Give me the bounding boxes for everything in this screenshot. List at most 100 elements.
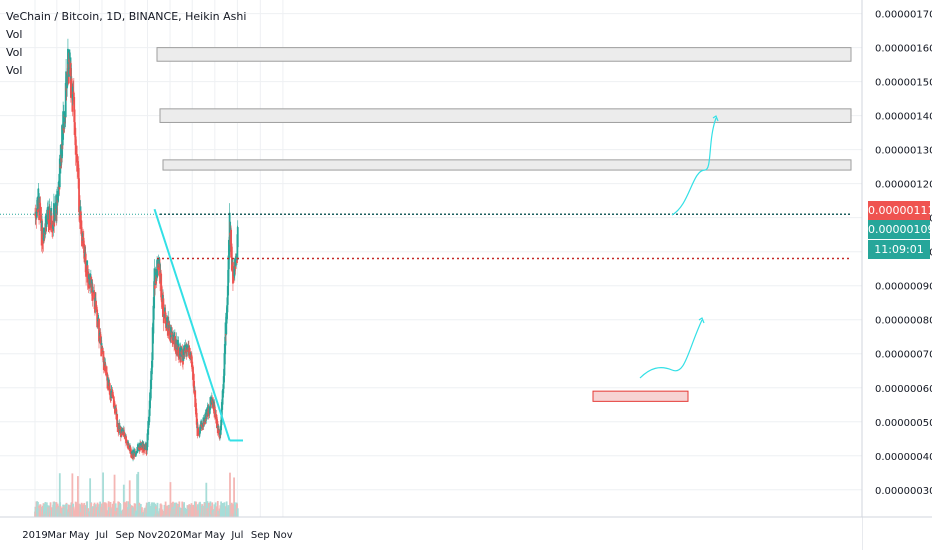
- x-tick-label: Sep: [251, 530, 270, 541]
- candle-body: [86, 265, 89, 283]
- x-tick-label: Nov: [273, 530, 293, 541]
- volume-bar: [183, 502, 186, 517]
- candle-body: [38, 202, 41, 205]
- candle-body: [167, 316, 170, 329]
- candle-body: [58, 184, 61, 190]
- volume-bar: [136, 474, 139, 517]
- volume-bar: [48, 505, 51, 517]
- chart-title: VeChain / Bitcoin, 1D, BINANCE, Heikin A…: [6, 10, 247, 23]
- candle-body: [231, 259, 234, 265]
- candle-body: [217, 429, 220, 431]
- resistance-zone: [159, 108, 852, 123]
- volume-bar: [175, 503, 178, 517]
- volume-bar: [199, 505, 202, 517]
- candle-body: [63, 122, 66, 124]
- x-tick-label: 2020: [157, 530, 182, 541]
- volume-bar: [86, 501, 89, 517]
- candle-body: [55, 194, 58, 214]
- volume-bar: [205, 482, 208, 517]
- y-tick-label: 0.00000140: [875, 112, 932, 123]
- candle-body: [155, 275, 158, 279]
- candle-body: [236, 227, 239, 248]
- volume-bar: [184, 507, 187, 517]
- candle-body: [135, 452, 137, 455]
- volume-bar: [226, 507, 229, 517]
- candle-body: [136, 451, 139, 453]
- candle-body: [64, 116, 67, 118]
- candle-body: [183, 351, 186, 356]
- volume-bar: [148, 504, 151, 517]
- volume-bar: [67, 504, 70, 517]
- candle-body: [226, 286, 229, 305]
- candle-body: [199, 426, 202, 428]
- volume-bar: [137, 471, 140, 517]
- volume-bar: [122, 484, 125, 517]
- candle-body: [134, 451, 136, 455]
- candle-body: [172, 336, 174, 345]
- volume-bar: [119, 504, 122, 517]
- volume-bar: [49, 502, 52, 517]
- y-tick-label: 0.00000040: [875, 452, 932, 463]
- candle-body: [79, 206, 82, 217]
- volume-bar: [169, 482, 172, 517]
- candle-body: [116, 414, 119, 428]
- candle-body: [222, 389, 224, 398]
- candle-body: [207, 405, 210, 412]
- candle-body: [148, 419, 150, 426]
- candle-body: [51, 221, 53, 233]
- candle-body: [96, 309, 99, 328]
- resistance-zone: [156, 47, 852, 62]
- candle-body: [236, 256, 238, 263]
- volume-bar: [65, 503, 68, 517]
- y-tick-label: 0.00000060: [875, 384, 932, 395]
- candle-body: [152, 305, 155, 334]
- candle-body: [210, 403, 213, 405]
- volume-bar: [230, 502, 233, 517]
- projection-down-arrowhead: [698, 317, 705, 324]
- volume-bar: [229, 472, 231, 517]
- volume-bar: [102, 472, 104, 517]
- candle-body: [224, 336, 227, 355]
- candle-body: [132, 453, 135, 458]
- x-tick-label: Mar: [47, 530, 67, 541]
- candle-body: [134, 454, 137, 456]
- candle-body: [161, 292, 163, 295]
- y-tick-label: 0.00000170: [875, 10, 932, 21]
- volume-bar: [58, 473, 61, 517]
- candle-body: [46, 218, 49, 220]
- candle-body: [136, 450, 139, 452]
- volume-bar: [43, 503, 46, 517]
- volume-bar: [233, 477, 235, 517]
- candle-body: [219, 434, 222, 436]
- time-axis-bg: [0, 517, 862, 550]
- volume-bar: [79, 504, 82, 517]
- volume-bar: [146, 502, 149, 517]
- candle-body: [51, 228, 54, 230]
- candle-body: [199, 426, 201, 434]
- x-tick-label: 2019: [22, 530, 47, 541]
- candle-body: [106, 372, 109, 381]
- y-tick-label: 0.00000080: [875, 316, 932, 327]
- candle-body: [82, 236, 84, 239]
- candle-body: [144, 444, 147, 449]
- volume-bar: [141, 507, 143, 517]
- descending-trendline: [153, 208, 231, 441]
- y-tick-label: 0.00000160: [875, 44, 932, 55]
- candle-body: [143, 448, 146, 450]
- price-axis-bg: [862, 0, 932, 550]
- volume-bar: [220, 501, 223, 517]
- countdown-tag: 11:09:01: [868, 240, 930, 259]
- candle-body: [57, 195, 60, 197]
- candle-body: [62, 125, 65, 131]
- volume-bar: [209, 506, 212, 517]
- y-tick-label: 0.00000130: [875, 146, 932, 157]
- resistance-zone: [162, 159, 852, 171]
- volume-bar: [236, 508, 239, 517]
- second-price-tag: 0.00000109: [868, 220, 932, 239]
- x-tick-label: May: [204, 530, 225, 541]
- volume-bar: [178, 507, 181, 517]
- volume-bar: [89, 478, 92, 517]
- x-tick-label: Mar: [183, 530, 203, 541]
